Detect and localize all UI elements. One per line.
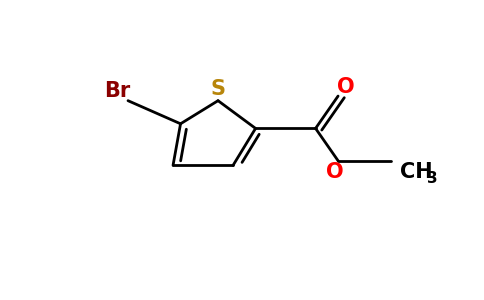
Text: O: O	[326, 162, 343, 182]
Text: 3: 3	[427, 171, 438, 186]
Text: CH: CH	[400, 162, 433, 182]
Text: O: O	[337, 77, 354, 97]
Text: S: S	[211, 79, 226, 99]
Text: Br: Br	[104, 81, 130, 101]
